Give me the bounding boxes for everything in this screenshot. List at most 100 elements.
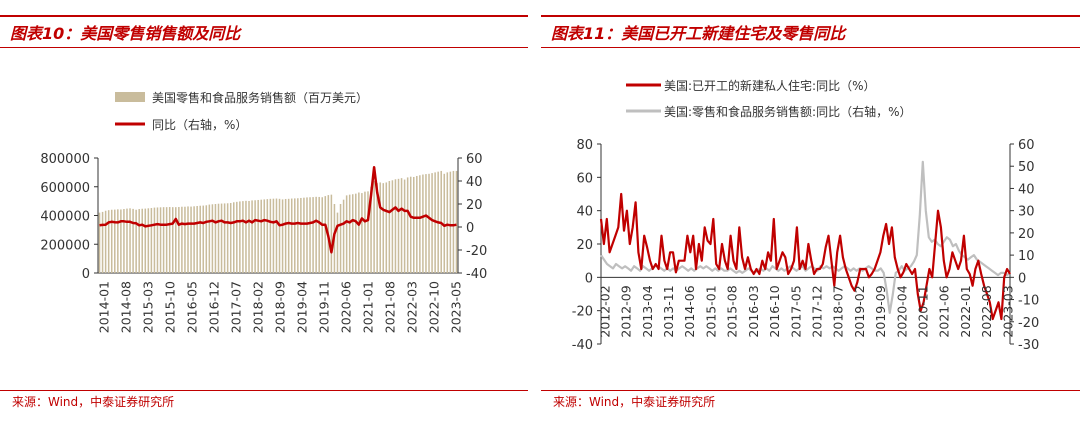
- bar: [272, 198, 275, 273]
- x-tick-label: 2023-03: [1000, 285, 1015, 337]
- x-tick-label: 2012-09: [619, 285, 634, 337]
- bar: [300, 197, 302, 273]
- bar: [117, 209, 119, 273]
- x-tick-label: 2014-01: [96, 281, 111, 333]
- bar: [434, 172, 436, 273]
- x-tick-label: 2018-07: [831, 285, 846, 337]
- bar: [416, 175, 418, 273]
- x-tick-label: 2014-08: [118, 281, 133, 333]
- bar: [449, 171, 452, 273]
- bar: [370, 186, 372, 273]
- bar: [278, 198, 281, 273]
- bar: [275, 198, 278, 273]
- bar: [211, 204, 214, 273]
- y-tick-label-left: -40: [572, 338, 593, 353]
- bar: [373, 181, 375, 273]
- x-tick-label: 2015-01: [703, 285, 718, 337]
- bar: [294, 198, 296, 273]
- x-tick-label: 2012-02: [597, 285, 612, 337]
- x-tick-label: 2022-03: [404, 281, 419, 333]
- x-tick-label: 2016-10: [767, 285, 782, 337]
- y-tick-label-left: 0: [585, 271, 593, 286]
- bar: [150, 208, 153, 273]
- bar: [110, 209, 113, 273]
- title-bar: 图表11：美国已开工新建住宅及零售同比: [541, 15, 1080, 48]
- bar: [309, 197, 311, 273]
- series-line-housing-yoy: [599, 192, 1011, 321]
- bar: [123, 209, 125, 273]
- x-tick-label: 2017-12: [809, 285, 824, 337]
- bar: [422, 174, 424, 273]
- bar: [214, 204, 217, 273]
- bar: [162, 207, 165, 273]
- bar: [431, 173, 433, 273]
- bar: [391, 180, 394, 273]
- x-tick-label: 2015-08: [725, 285, 740, 337]
- bar: [190, 206, 192, 273]
- x-tick-label: 2019-09: [873, 285, 888, 337]
- bar: [385, 182, 388, 273]
- y-tick-label-right: -40: [466, 267, 487, 282]
- y-tick-label-left: 60: [576, 171, 593, 186]
- retail-sales-chart: 美国零售和食品服务销售额（百万美元） 同比（右轴，%） 0 200000 400000 6…: [40, 90, 487, 333]
- chart-panel-housing: 图表11：美国已开工新建住宅及零售同比 美国:已开工的新建私人住宅:同比（%） 美…: [541, 0, 1080, 426]
- x-tick-label: 2019-11: [316, 281, 331, 333]
- legend-label-line: 同比（右轴，%）: [152, 117, 247, 132]
- x-tick-label: 2018-02: [250, 281, 265, 333]
- y-tick-label-right: -20: [466, 244, 487, 259]
- x-tick-label: 2018-09: [272, 281, 287, 333]
- y-tick-label-left: 600000: [40, 181, 90, 196]
- x-tick-label: 2015-10: [162, 281, 177, 333]
- chart-title: 图表10：美国零售销售额及同比: [10, 24, 241, 43]
- bar: [257, 199, 259, 273]
- y-tick-label-right: 0: [466, 221, 474, 236]
- bar: [236, 201, 238, 273]
- bar: [409, 176, 412, 273]
- bar: [153, 207, 156, 273]
- y-tick-label-right: -20: [1018, 316, 1039, 331]
- bar: [379, 182, 381, 273]
- bar: [330, 194, 333, 273]
- bar: [135, 209, 137, 273]
- bar: [104, 210, 107, 273]
- legend-label-retail: 美国:零售和食品服务销售额:同比（右轴，%）: [664, 104, 912, 119]
- y-tick-label-right: 20: [466, 198, 483, 213]
- x-tick-label: 2013-04: [640, 285, 655, 337]
- bar: [171, 207, 174, 273]
- series-line-yoy: [99, 165, 457, 254]
- y-tick-label-left: 400000: [40, 210, 90, 225]
- y-tick-label-right: 40: [1018, 182, 1035, 197]
- x-tick-label: 2020-11: [916, 285, 931, 337]
- x-tick-label: 2022-10: [426, 281, 441, 333]
- bar: [315, 196, 317, 273]
- bar: [413, 176, 415, 273]
- bar: [312, 197, 314, 273]
- bar: [233, 202, 235, 273]
- chart-panel-retail: 图表10：美国零售销售额及同比 美国零售和食品服务销售额（百万美元） 同比（右轴，…: [0, 0, 528, 426]
- y-tick-label-right: -10: [1018, 294, 1039, 309]
- x-tick-label: 2020-04: [894, 285, 909, 337]
- y-tick-label-left: -20: [572, 305, 593, 320]
- x-tick-label: 2021-06: [937, 285, 952, 337]
- bar: [132, 208, 134, 273]
- bar: [114, 209, 116, 273]
- bar: [419, 175, 421, 273]
- bar: [248, 200, 250, 273]
- legend-label-housing: 美国:已开工的新建私人住宅:同比（%）: [664, 78, 876, 93]
- y-tick-label-right: 50: [1018, 160, 1035, 175]
- bar: [397, 178, 400, 273]
- bar: [245, 200, 247, 273]
- bar: [220, 203, 223, 273]
- x-tick-label: 2014-06: [682, 285, 697, 337]
- bar: [120, 209, 122, 273]
- source-note: 来源：Wind，中泰证券研究所: [12, 395, 175, 409]
- bar: [175, 207, 177, 273]
- bar: [376, 183, 378, 273]
- bar: [425, 174, 427, 273]
- bar: [107, 210, 110, 273]
- x-tick-label: 2021-01: [360, 281, 375, 333]
- bar: [202, 205, 205, 273]
- bar: [364, 191, 366, 273]
- title-bar: 图表10：美国零售销售额及同比: [0, 15, 528, 48]
- bar: [321, 197, 323, 273]
